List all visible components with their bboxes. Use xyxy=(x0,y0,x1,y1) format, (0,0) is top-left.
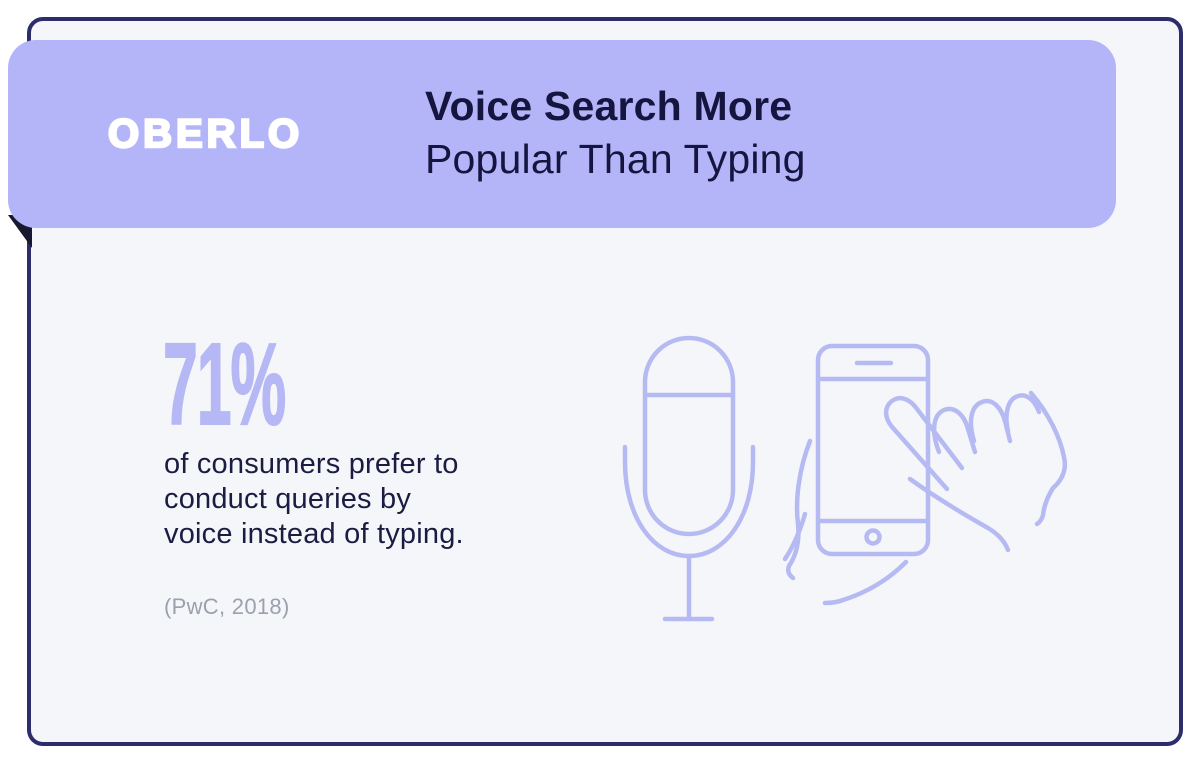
microphone-icon xyxy=(622,335,756,622)
stat-source-citation: (PwC, 2018) xyxy=(164,594,290,619)
stat-description-line: of consumers prefer to xyxy=(164,448,459,480)
stat-value: 71% xyxy=(162,319,286,449)
title-line-2: Popular Than Typing xyxy=(425,136,806,182)
stat-description-line: conduct queries by xyxy=(164,483,412,515)
illustration-group xyxy=(622,335,1068,622)
stat-description: of consumers prefer to conduct queries b… xyxy=(164,447,464,552)
hand-tapping-phone-icon xyxy=(782,343,1068,606)
oberlo-logo: OBERLO xyxy=(107,110,304,157)
infographic-title: Voice Search More Popular Than Typing xyxy=(425,80,806,186)
title-line-1: Voice Search More xyxy=(425,83,793,129)
header-banner: OBERLO Voice Search More Popular Than Ty… xyxy=(8,40,1116,228)
stat-description-line: voice instead of typing. xyxy=(164,518,464,550)
